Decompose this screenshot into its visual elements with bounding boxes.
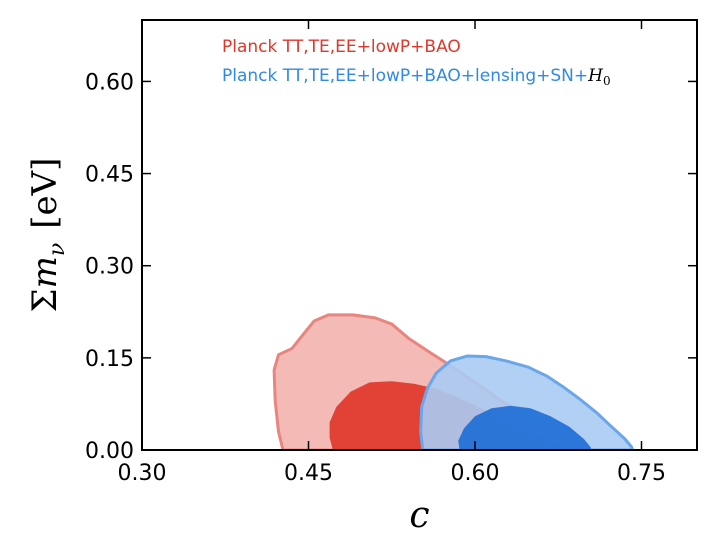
plot-frame	[141, 19, 698, 451]
legend-entry-h0-subscript: 0	[603, 74, 611, 88]
y-axis-label-unit: [eV]	[25, 158, 65, 229]
plot-area	[272, 313, 635, 450]
y-tick-label: 0.15	[85, 347, 134, 372]
y-tick-label: 0.60	[85, 70, 134, 95]
axis-ticks: 0.30 0.45 0.60 0.75 0.00 0.15 0.30 0.45 0.60	[85, 20, 697, 486]
y-axis-label: Σmν [eV]	[25, 158, 70, 313]
y-axis-label-sigma: Σ	[25, 288, 65, 312]
contour-68-series-1	[458, 405, 592, 450]
x-tick-label: 0.60	[451, 461, 500, 486]
x-tick-label: 0.45	[284, 461, 333, 486]
legend-entry-planck-bao: Planck TT,TE,EE+lowP+BAO	[222, 37, 461, 57]
y-tick-label: 0.00	[85, 439, 134, 464]
x-tick-label: 0.30	[118, 461, 167, 486]
y-axis-label-nu: ν	[45, 243, 70, 256]
legend-entry-planck-full: Planck TT,TE,EE+lowP+BAO+lensing+SN+H0	[222, 66, 611, 88]
y-tick-label: 0.45	[85, 163, 134, 188]
legend-entry-h0-symbol: H	[587, 66, 604, 86]
svg-text:Σmν[eV]: Σmν [eV]	[25, 158, 70, 313]
legend-entry-planck-full-text: Planck TT,TE,EE+lowP+BAO+lensing+SN+	[222, 66, 588, 86]
x-axis-label: c	[409, 495, 429, 536]
y-axis-label-m: m	[25, 256, 65, 288]
x-tick-label: 0.75	[617, 461, 666, 486]
y-tick-label: 0.30	[85, 255, 134, 280]
